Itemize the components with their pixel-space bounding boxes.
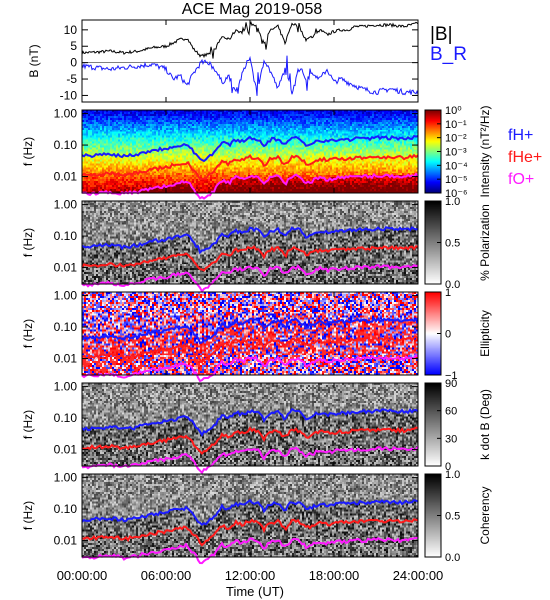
- panel-intensity: 1.00 0.10 0.01 f (Hz) 10⁰ 10⁻¹ 10⁻² 10⁻³10⁻⁴ 10⁻…: [21, 105, 542, 200]
- x-tick-label: 24:00:00: [393, 568, 444, 583]
- y-tick-label: -5: [66, 72, 77, 86]
- y-tick-label: 0.10: [54, 229, 78, 243]
- x-tick-label: 18:00:00: [309, 568, 360, 583]
- gyro-line-he: [82, 426, 419, 455]
- colorbar-tick-label: 0.5: [445, 238, 460, 250]
- y-tick-label: 0: [70, 56, 77, 70]
- y-axis-label: f (Hz): [21, 319, 35, 348]
- colorbar-tick-label: 1: [445, 287, 451, 299]
- series-line-br: [81, 55, 419, 96]
- colorbar: [425, 292, 441, 375]
- y-tick-label: 0.10: [54, 411, 78, 425]
- x-tick-label: 06:00:00: [141, 568, 192, 583]
- panel-coherency: 1.00 0.10 0.01 f (Hz) 1.0 0.5 0.0 Coherency: [21, 469, 492, 565]
- colorbar-tick-label: 10⁻²: [445, 133, 467, 145]
- spectrogram-image: [82, 201, 418, 284]
- colorbar-tick-label: 30: [445, 433, 457, 445]
- y-tick-label: 0.01: [54, 534, 78, 548]
- gyro-line-o: [81, 263, 419, 294]
- colorbar-tick-label: 1.0: [445, 196, 460, 208]
- colorbar-tick-label: 10⁻⁵: [445, 174, 468, 186]
- y-tick-label: -10: [60, 88, 78, 102]
- y-tick-label: 1.00: [54, 380, 78, 394]
- panel-ellipticity: 1.00 0.10 0.01 f (Hz) 1 0 −1 Ellipticity: [21, 287, 492, 383]
- y-tick-label: 1.00: [54, 198, 78, 212]
- y-tick-label: 0.01: [54, 352, 78, 366]
- gyro-line-he: [81, 518, 419, 547]
- y-tick-label: 0.10: [54, 320, 78, 334]
- spectrogram-image: [82, 383, 418, 466]
- colorbar-tick-label: 0.0: [445, 552, 460, 564]
- y-tick-label: 10: [64, 23, 78, 37]
- colorbar-label: % Polarization: [478, 204, 492, 281]
- y-tick-label: 1.00: [54, 471, 78, 485]
- gyro-line-h: [81, 226, 419, 255]
- colorbar-tick-label: 0.5: [445, 511, 460, 523]
- colorbar-frame: [424, 382, 442, 467]
- y-tick-label: 0.01: [54, 261, 78, 275]
- colorbar-label: Ellipticity: [478, 310, 492, 357]
- colorbar-tick-label: −1: [445, 370, 458, 382]
- y-tick-label: 0.10: [54, 502, 78, 516]
- colorbar-tick-label: 90: [445, 378, 457, 390]
- chart-title: ACE Mag 2019-058: [182, 1, 323, 18]
- y-axis-label: f (Hz): [21, 137, 35, 166]
- y-tick-label: 0.01: [54, 170, 78, 184]
- colorbar-label: Coherency: [478, 486, 492, 544]
- colorbar-tick-label: 60: [445, 406, 457, 418]
- gyro-line-he: [81, 335, 419, 364]
- colorbar-label: k dot B (Deg): [478, 389, 492, 460]
- legend-b-magnitude: |B|: [430, 24, 453, 45]
- gyro-line-h: [81, 316, 419, 345]
- y-axis-label: B (nT): [27, 44, 41, 77]
- gyro-line-h: [81, 134, 419, 163]
- y-axis-label: f (Hz): [21, 228, 35, 257]
- colorbar: [425, 474, 441, 557]
- x-tick-label: 00:00:00: [57, 568, 108, 583]
- colorbar-label: Intensity (nT²/Hz): [478, 105, 492, 197]
- gyro-line-he: [81, 245, 419, 272]
- panel-kdotb: 1.00 0.10 0.01 f (Hz) 90 60 30 0 k dot B (Deg): [21, 378, 492, 475]
- spectrogram-image: [82, 292, 418, 375]
- y-axis-label: f (Hz): [21, 410, 35, 439]
- legend-fH: fH+: [508, 127, 533, 144]
- colorbar-tick-label: 0: [445, 329, 451, 341]
- colorbar-tick-label: 10⁻⁶: [445, 188, 468, 200]
- colorbar: [425, 383, 441, 466]
- colorbar-tick-label: 0.0: [445, 279, 460, 291]
- gyro-line-o: [81, 445, 419, 475]
- colorbar-tick-label: 10⁻³: [445, 147, 467, 159]
- series-line-b-magnitude: [81, 21, 419, 59]
- colorbar: [425, 201, 441, 284]
- y-tick-label: 1.00: [54, 107, 78, 121]
- gyro-line-he: [81, 153, 419, 181]
- colorbar-tick-label: 10⁻¹: [445, 119, 467, 131]
- legend-fHe: fHe+: [508, 149, 542, 166]
- y-tick-label: 0.01: [54, 443, 78, 457]
- colorbar-tick-label: 10⁰: [445, 105, 462, 117]
- legend-br: B_R: [430, 44, 467, 65]
- x-axis: 00:00:00 06:00:00 12:00:00 18:00:00 24:00:00: [57, 568, 444, 583]
- gyro-line-h: [81, 498, 419, 526]
- colorbar-tick-label: 0: [445, 461, 451, 473]
- spectrogram-image: [82, 474, 418, 557]
- gyro-line-h: [81, 407, 419, 438]
- x-axis-label: Time (UT): [226, 584, 284, 599]
- colorbar-tick-label: 1.0: [445, 469, 460, 481]
- y-tick-label: 0.10: [54, 138, 78, 152]
- colorbar: [425, 110, 441, 193]
- panel-field: 10 5 0 -5 -10 B (nT) |B|B_R: [27, 19, 467, 103]
- colorbar-tick-label: 10⁻⁴: [445, 160, 468, 172]
- y-tick-label: 5: [70, 39, 77, 53]
- y-axis-label: f (Hz): [21, 501, 35, 530]
- x-tick-label: 12:00:00: [225, 568, 276, 583]
- legend-fO: fO+: [508, 171, 534, 188]
- panel-polarization: 1.00 0.10 0.01 f (Hz) 1.0 0.5 0.0 % Polarizatio…: [21, 196, 492, 294]
- y-tick-label: 1.00: [54, 289, 78, 303]
- spectrogram-image: [82, 110, 418, 193]
